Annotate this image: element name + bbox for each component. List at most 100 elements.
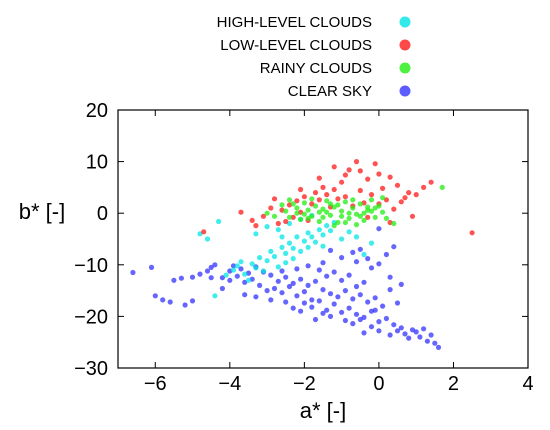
data-point xyxy=(406,335,412,341)
data-point xyxy=(391,206,397,212)
data-point xyxy=(324,307,330,313)
data-point xyxy=(361,330,367,336)
data-point xyxy=(294,234,300,240)
data-point xyxy=(424,338,430,344)
data-point xyxy=(320,310,326,316)
data-point xyxy=(279,244,285,250)
data-point xyxy=(275,278,281,284)
data-point xyxy=(398,325,404,331)
data-point xyxy=(339,255,345,261)
data-point xyxy=(283,274,289,280)
data-point xyxy=(271,213,278,219)
data-point xyxy=(316,227,322,233)
data-point xyxy=(189,274,196,280)
data-point xyxy=(264,210,270,216)
data-point xyxy=(368,240,375,246)
data-point xyxy=(327,201,334,207)
data-point xyxy=(387,274,393,280)
data-point xyxy=(391,220,397,227)
data-point xyxy=(331,223,337,229)
data-point xyxy=(271,196,278,202)
data-point xyxy=(320,206,326,212)
data-point xyxy=(327,228,334,234)
data-point xyxy=(268,205,274,211)
y-tick-label: −20 xyxy=(74,306,108,328)
data-point xyxy=(286,240,293,246)
data-point xyxy=(298,308,304,314)
data-point xyxy=(309,297,315,303)
data-point xyxy=(260,268,266,274)
y-axis-ticks: −30 −20 −10 0 10 20 xyxy=(74,100,528,380)
data-point xyxy=(387,287,393,293)
data-point xyxy=(353,234,360,240)
x-tick-label: −2 xyxy=(293,373,316,395)
data-point xyxy=(148,264,155,270)
data-point xyxy=(279,290,285,296)
legend-marker xyxy=(399,62,411,74)
data-point xyxy=(365,299,371,305)
data-point xyxy=(365,204,371,210)
data-point xyxy=(178,275,184,281)
data-point xyxy=(413,329,419,335)
data-point xyxy=(394,182,401,188)
data-point xyxy=(346,229,352,235)
data-point xyxy=(346,167,352,173)
data-point xyxy=(257,255,263,261)
data-point xyxy=(331,301,337,307)
data-point xyxy=(372,307,378,313)
legend-label: HIGH-LEVEL CLOUDS xyxy=(217,14,372,31)
data-point xyxy=(380,195,386,201)
data-point xyxy=(290,214,296,220)
data-point xyxy=(171,277,177,283)
data-point xyxy=(357,316,363,323)
data-point xyxy=(320,184,326,190)
data-point xyxy=(294,205,300,211)
data-point xyxy=(398,281,404,287)
series-rainy-clouds xyxy=(264,184,445,229)
data-point xyxy=(335,202,341,208)
data-point xyxy=(301,194,307,200)
data-point xyxy=(216,218,222,225)
data-point xyxy=(368,265,375,271)
y-tick-label: 10 xyxy=(86,152,108,174)
data-point xyxy=(130,269,136,276)
data-point xyxy=(372,161,378,167)
data-point xyxy=(264,288,270,294)
data-point xyxy=(189,298,196,304)
data-point xyxy=(316,298,322,304)
data-point xyxy=(335,294,341,300)
data-point xyxy=(353,211,360,217)
data-point xyxy=(283,218,289,225)
data-point xyxy=(357,201,363,207)
data-point xyxy=(402,195,408,201)
data-point xyxy=(391,244,397,250)
data-point xyxy=(413,192,419,198)
data-point xyxy=(316,218,322,225)
data-point xyxy=(283,250,289,256)
data-point xyxy=(286,197,293,203)
data-point xyxy=(327,212,334,218)
data-point xyxy=(342,288,348,294)
data-point xyxy=(339,236,345,242)
data-point xyxy=(357,292,363,298)
data-point xyxy=(350,296,356,302)
data-point xyxy=(350,321,356,327)
data-point xyxy=(428,332,434,338)
data-point xyxy=(421,326,427,332)
data-point xyxy=(309,196,315,202)
data-point xyxy=(372,205,378,211)
data-point xyxy=(320,287,326,293)
data-point xyxy=(253,265,259,271)
data-point xyxy=(353,222,360,228)
data-point xyxy=(406,190,412,196)
data-point xyxy=(320,214,326,220)
data-point xyxy=(380,303,386,309)
data-point xyxy=(361,217,367,223)
legend: HIGH-LEVEL CLOUDS LOW-LEVEL CLOUDS RAINY C… xyxy=(217,14,411,100)
data-point xyxy=(350,249,356,255)
data-point xyxy=(361,251,367,258)
data-point xyxy=(253,223,259,229)
data-point xyxy=(327,313,334,319)
data-point xyxy=(372,295,378,301)
